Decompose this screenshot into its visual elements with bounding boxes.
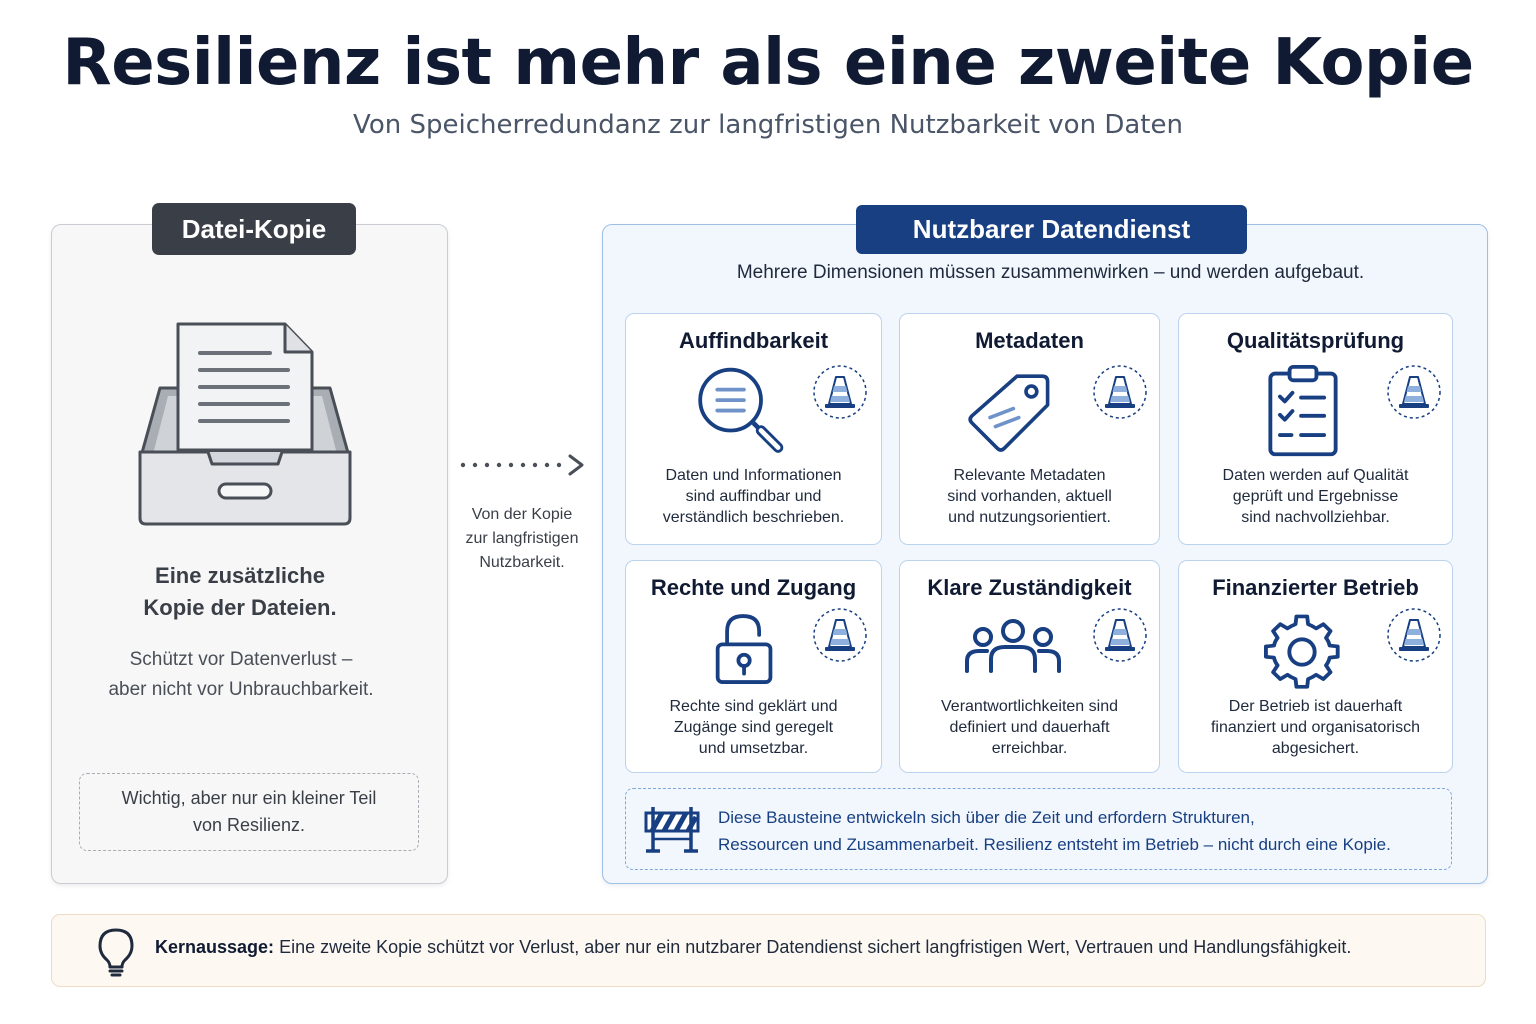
traffic-cone-icon — [1093, 365, 1147, 419]
transition-label: Von der Kopie zur langfristigen Nutzbark… — [465, 506, 579, 571]
card-title: Auffindbarkeit — [678, 328, 829, 353]
dotted-arrow-icon — [460, 454, 584, 476]
page-title: Resilienz ist mehr als eine zweite Kopie — [62, 26, 1474, 100]
tag-icon — [968, 374, 1050, 452]
lightbulb-icon — [98, 928, 134, 977]
construction-barrier-icon — [644, 807, 700, 853]
card-funded-operation: Finanzierter Betrieb Der Betrieb ist dau… — [1178, 560, 1453, 773]
traffic-cone-icon — [1387, 365, 1441, 419]
card-title: Klare Zuständigkeit — [927, 575, 1132, 600]
magnifier-icon — [698, 367, 784, 453]
clipboard-checklist-icon — [1268, 364, 1338, 457]
data-service-intro: Mehrere Dimensionen müssen zusammenwirke… — [736, 262, 1365, 283]
traffic-cone-icon — [813, 365, 867, 419]
building-blocks-note-text: Diese Bausteine entwickeln sich über die… — [718, 808, 1391, 854]
card-description: Verantwortlichkeiten sind definiert und … — [941, 698, 1118, 757]
card-title: Qualitätsprüfung — [1226, 328, 1405, 353]
file-tray-icon — [138, 322, 352, 526]
gear-icon — [1263, 614, 1340, 689]
key-message-label: Kernaussage: — [155, 937, 275, 957]
traffic-cone-icon — [1387, 608, 1441, 662]
file-copy-badge: Datei-Kopie — [152, 203, 356, 255]
card-description: Rechte sind geklärt und Zugänge sind ger… — [669, 698, 838, 757]
card-title: Metadaten — [975, 328, 1084, 353]
card-description: Daten und Informationen sind auffindbar … — [662, 467, 845, 526]
card-description: Daten werden auf Qualität geprüft und Er… — [1222, 467, 1409, 526]
card-title: Finanzierter Betrieb — [1212, 575, 1419, 600]
people-icon — [965, 619, 1061, 673]
key-message: Kernaussage: Eine zweite Kopie schützt v… — [51, 914, 1486, 987]
card-title: Rechte und Zugang — [650, 575, 857, 600]
traffic-cone-icon — [813, 608, 867, 662]
card-metadata: Metadaten Relevante Metadaten sind vorha… — [899, 313, 1160, 545]
card-description: Der Betrieb ist dauerhaft finanziert und… — [1210, 698, 1420, 757]
card-responsibility: Klare Zuständigkeit Verantwortlichkeiten… — [899, 560, 1160, 773]
key-message-text: Kernaussage: Eine zweite Kopie schützt v… — [155, 937, 1475, 958]
padlock-icon — [715, 614, 773, 684]
file-copy-description: Schützt vor Datenverlust – aber nicht vo… — [108, 649, 374, 700]
card-description: Relevante Metadaten sind vorhanden, aktu… — [947, 467, 1112, 526]
building-blocks-note: Diese Bausteine entwickeln sich über die… — [625, 788, 1452, 870]
page-subtitle: Von Speicherredundanz zur langfristigen … — [353, 110, 1183, 140]
data-service-badge: Nutzbarer Datendienst — [856, 205, 1247, 254]
card-quality-check: Qualitätsprüfung Daten werden auf Qualit… — [1178, 313, 1453, 545]
card-rights-access: Rechte und Zugang Rechte sind geklärt un… — [625, 560, 882, 773]
key-message-body: Eine zweite Kopie schützt vor Verlust, a… — [279, 937, 1352, 957]
file-copy-note: Wichtig, aber nur ein kleiner Teil von R… — [79, 773, 419, 851]
traffic-cone-icon — [1093, 608, 1147, 662]
file-copy-heading: Eine zusätzliche Kopie der Dateien. — [143, 563, 337, 620]
card-findability: Auffindbarkeit Daten und Informationen s… — [625, 313, 882, 545]
